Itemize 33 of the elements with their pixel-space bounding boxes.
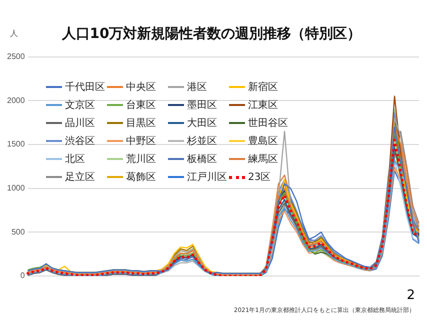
legend-label: 目黒区 — [126, 117, 156, 130]
legend-label: 世田谷区 — [248, 116, 288, 130]
legend-label: 千代田区 — [65, 80, 105, 94]
text: 2 — [406, 288, 415, 303]
legend-label: 渋谷区 — [65, 134, 95, 148]
legend-label: 荒川区 — [126, 152, 156, 166]
legend-label: 江東区 — [248, 98, 278, 112]
legend-label: 豊島区 — [248, 134, 278, 148]
legend-label: 文京区 — [65, 98, 95, 112]
legend-label: 台東区 — [126, 98, 156, 112]
y-tick-label: 1000 — [7, 184, 26, 193]
legend-label: 練馬区 — [248, 152, 278, 166]
y-tick-label: 2000 — [7, 96, 26, 105]
legend-label: 葛飾区 — [126, 170, 156, 184]
legend-label: 新宿区 — [248, 80, 278, 94]
legend-label: 北区 — [65, 152, 85, 166]
y-tick-label: 0 — [20, 271, 26, 280]
legend-label: 中央区 — [126, 80, 156, 94]
legend-label: 墨田区 — [187, 99, 217, 112]
legend-label: 杉並区 — [187, 134, 217, 148]
y-tick-label: 1500 — [7, 140, 26, 149]
y-axis-title: 人 — [10, 28, 18, 39]
y-tick-label: 500 — [11, 227, 26, 236]
legend-label: 23区 — [248, 171, 271, 184]
legend-label: 品川区 — [65, 116, 95, 130]
legend-label: 港区 — [187, 80, 207, 94]
legend-label: 足立区 — [65, 170, 95, 184]
legend-label: 江戸川区 — [187, 170, 227, 184]
chart-title: 人口10万対新規陽性者数の週別推移（特別区） — [60, 25, 362, 42]
y-tick-label: 2500 — [7, 52, 26, 62]
legend-label: 板橋区 — [187, 152, 217, 166]
legend-label: 大田区 — [187, 116, 217, 130]
legend-label: 中野区 — [126, 134, 156, 148]
